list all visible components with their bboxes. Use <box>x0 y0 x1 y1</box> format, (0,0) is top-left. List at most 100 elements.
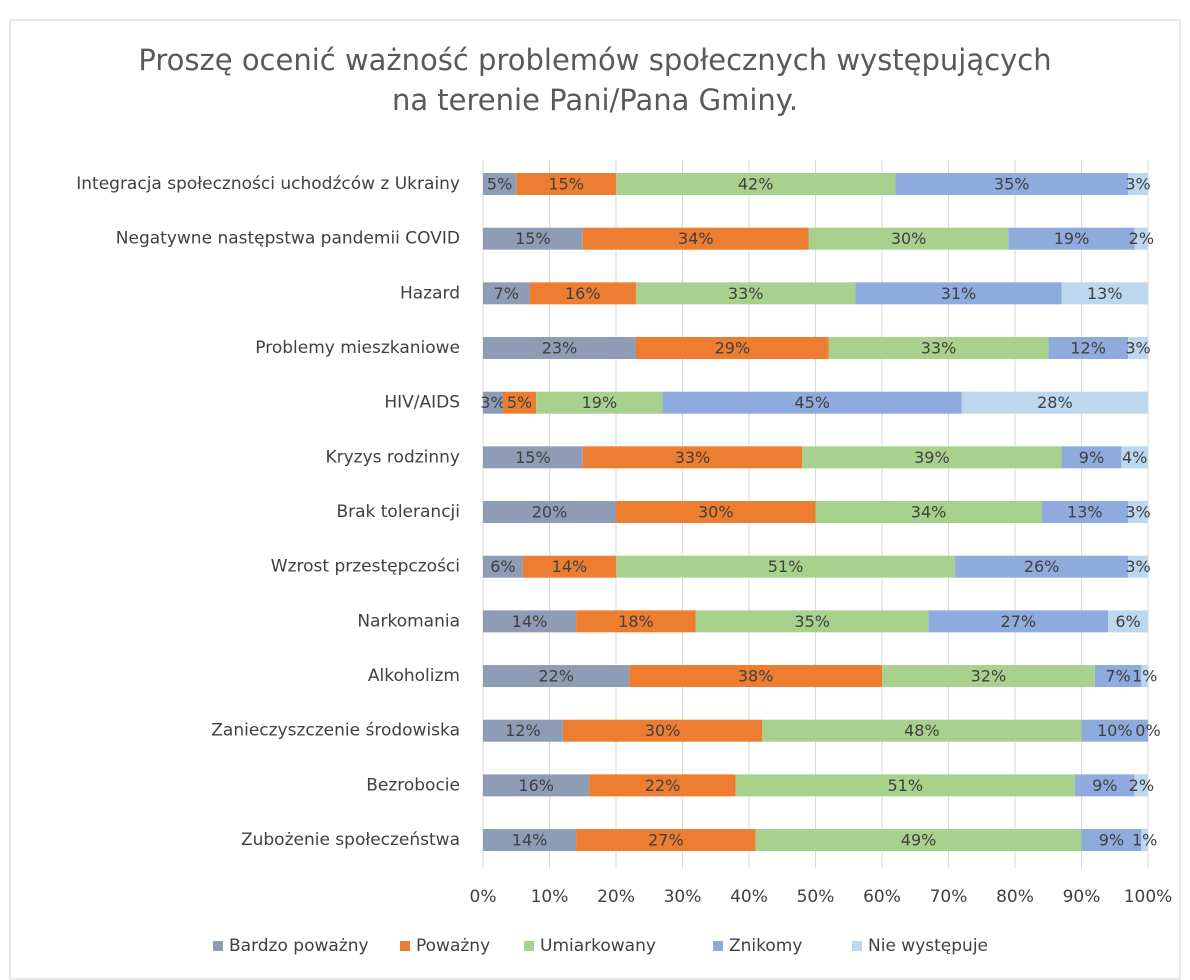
bar-segment <box>1048 337 1129 360</box>
bar-segment <box>1128 337 1148 360</box>
data-label: 48% <box>904 721 940 740</box>
bar-segment <box>483 665 630 688</box>
data-label: 7% <box>494 284 519 303</box>
bar-segment <box>882 665 1095 688</box>
data-label: 15% <box>515 448 551 467</box>
legend-swatch <box>713 941 723 951</box>
data-label: 31% <box>941 284 977 303</box>
bar-segment <box>502 391 537 414</box>
data-label: 28% <box>1037 393 1073 412</box>
data-label: 26% <box>1024 557 1060 576</box>
bar-segment <box>1121 446 1148 469</box>
y-tick-label: Narkomania <box>357 611 460 631</box>
bar-segment <box>662 391 962 414</box>
bar-segment <box>755 829 1082 852</box>
data-label: 14% <box>512 612 548 631</box>
bar-segment <box>516 173 616 195</box>
bar-segment <box>562 719 763 742</box>
x-tick-label: 60% <box>863 887 901 907</box>
data-label: 14% <box>512 831 548 850</box>
data-label: 3% <box>1125 339 1150 358</box>
data-label: 12% <box>1070 339 1106 358</box>
data-label: 19% <box>582 393 618 412</box>
data-label: 9% <box>1092 776 1117 795</box>
bar-segment <box>1061 282 1148 305</box>
data-label: 5% <box>507 393 532 412</box>
data-label: 3% <box>480 393 505 412</box>
data-label: 29% <box>715 339 751 358</box>
bar-segment <box>855 282 1062 305</box>
data-label: 30% <box>698 503 734 522</box>
x-tick-label: 30% <box>664 887 702 907</box>
bar-segment <box>955 555 1129 578</box>
bar-segment <box>483 391 503 414</box>
legend-swatch <box>213 941 223 951</box>
bar-segment <box>1128 501 1148 524</box>
bar-segment <box>828 337 1049 360</box>
bar-segment <box>483 719 563 742</box>
data-label: 16% <box>565 284 601 303</box>
data-label: 1% <box>1132 831 1157 850</box>
x-tick-label: 0% <box>470 887 497 907</box>
data-label: 45% <box>794 393 830 412</box>
data-label: 38% <box>738 667 774 686</box>
data-label: 10% <box>1097 721 1133 740</box>
bar-segment <box>536 391 663 414</box>
data-label: 1% <box>1132 667 1157 686</box>
bar-segment <box>1061 446 1122 469</box>
bar-segment <box>735 774 1075 797</box>
bar-segment <box>1081 719 1148 742</box>
data-label: 49% <box>901 831 937 850</box>
bar-segment <box>576 829 756 852</box>
legend-label: Nie występuje <box>868 936 988 956</box>
chart-title: na terenie Pani/Pana Gminy. <box>392 83 798 117</box>
bar-segment <box>616 501 816 524</box>
bar-segment <box>1008 227 1135 250</box>
bar-segment <box>1141 829 1148 852</box>
bar-segment <box>522 555 616 578</box>
legend-label: Umiarkowany <box>540 936 656 956</box>
data-label: 5% <box>487 175 512 194</box>
legend-label: Bardzo poważny <box>229 936 369 956</box>
data-label: 13% <box>1087 284 1123 303</box>
bar-segment <box>589 774 736 797</box>
bar-segment <box>1074 774 1135 797</box>
data-label: 2% <box>1129 776 1154 795</box>
bar-segment <box>961 391 1148 414</box>
data-label: 20% <box>532 503 568 522</box>
bar-segment <box>483 337 636 360</box>
bar-segment <box>529 282 636 305</box>
bar-segment <box>1081 829 1142 852</box>
data-label: 6% <box>490 557 515 576</box>
data-label: 9% <box>1099 831 1124 850</box>
data-label: 30% <box>645 721 681 740</box>
x-tick-label: 40% <box>730 887 768 907</box>
data-label: 23% <box>542 339 578 358</box>
data-label: 27% <box>648 831 684 850</box>
data-label: 0% <box>1135 721 1160 740</box>
data-label: 3% <box>1125 557 1150 576</box>
bar-segment <box>616 555 956 578</box>
bar-segment <box>483 282 530 305</box>
x-tick-label: 50% <box>797 887 835 907</box>
y-tick-label: Integracja społeczności uchodźców z Ukra… <box>76 174 460 194</box>
x-tick-label: 90% <box>1063 887 1101 907</box>
data-label: 7% <box>1105 667 1130 686</box>
bar-segment <box>483 774 590 797</box>
data-label: 22% <box>645 776 681 795</box>
y-tick-label: Zanieczyszczenie środowiska <box>211 721 460 741</box>
bar-segment <box>483 173 517 195</box>
data-label: 33% <box>728 284 764 303</box>
legend-label: Znikomy <box>729 936 802 956</box>
bar-segment <box>1128 173 1148 195</box>
data-label: 12% <box>505 721 541 740</box>
data-label: 18% <box>618 612 654 631</box>
data-label: 51% <box>887 776 923 795</box>
data-label: 15% <box>548 175 584 194</box>
data-label: 19% <box>1054 229 1090 248</box>
data-label: 13% <box>1067 503 1103 522</box>
bar-segment <box>1094 665 1142 688</box>
bar-segment <box>576 610 696 633</box>
bar-segment <box>582 227 809 250</box>
